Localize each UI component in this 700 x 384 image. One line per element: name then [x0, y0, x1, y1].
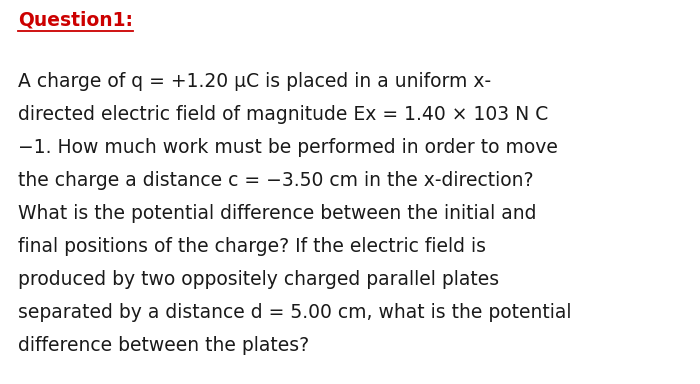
Text: directed electric field of magnitude Ex = 1.40 × 103 N C: directed electric field of magnitude Ex … — [18, 105, 548, 124]
Text: A charge of q = +1.20 μC is placed in a uniform x-: A charge of q = +1.20 μC is placed in a … — [18, 72, 491, 91]
Text: produced by two oppositely charged parallel plates: produced by two oppositely charged paral… — [18, 270, 499, 289]
Text: the charge a distance c = −3.50 cm in the x-direction?: the charge a distance c = −3.50 cm in th… — [18, 171, 533, 190]
Text: difference between the plates?: difference between the plates? — [18, 336, 309, 355]
Text: separated by a distance d = 5.00 cm, what is the potential: separated by a distance d = 5.00 cm, wha… — [18, 303, 571, 322]
Text: What is the potential difference between the initial and: What is the potential difference between… — [18, 204, 536, 223]
Text: −1. How much work must be performed in order to move: −1. How much work must be performed in o… — [18, 138, 558, 157]
Text: final positions of the charge? If the electric field is: final positions of the charge? If the el… — [18, 237, 486, 256]
Text: Question1:: Question1: — [18, 10, 133, 29]
